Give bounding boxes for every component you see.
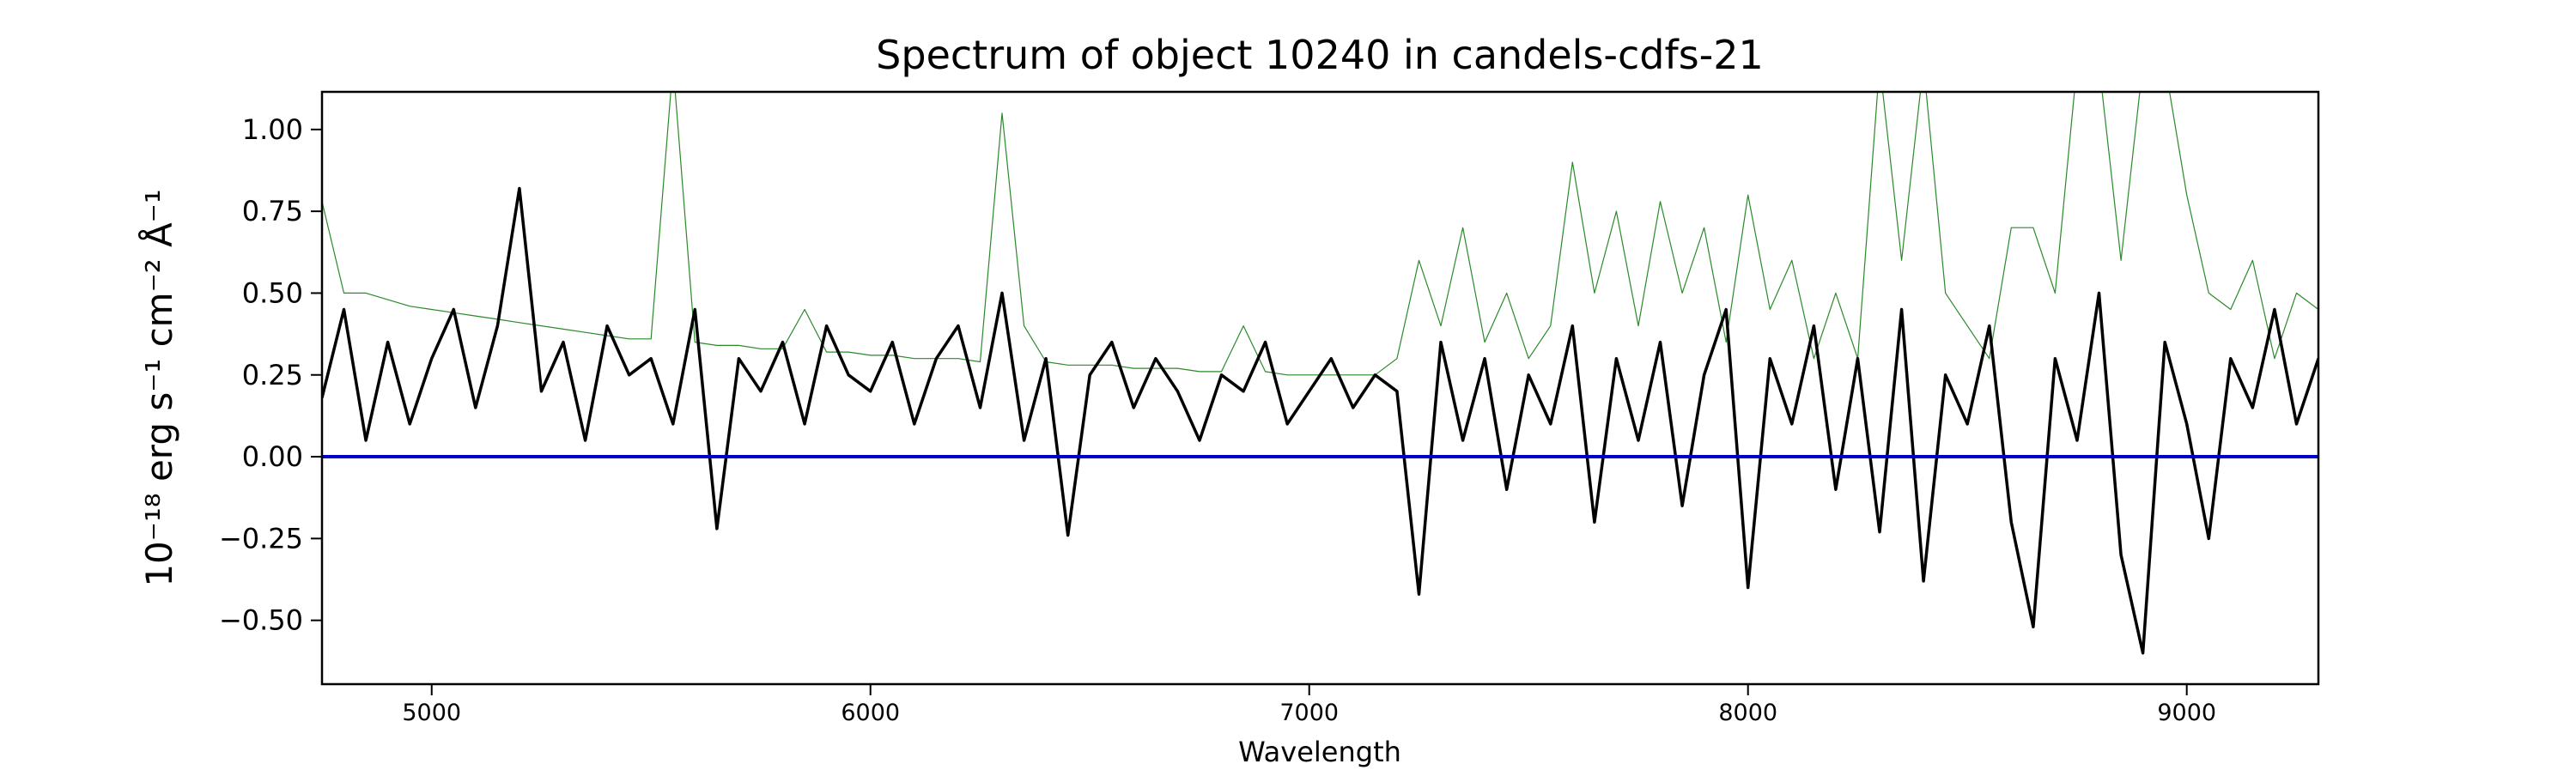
y-axis-label: 10⁻¹⁸ erg s⁻¹ cm⁻² Å⁻¹ [137, 189, 180, 586]
series-line [322, 186, 2318, 655]
x-tick-label: 8000 [1718, 700, 1777, 726]
plot-area [322, 92, 2318, 655]
x-axis-label: Wavelength [1238, 736, 1401, 768]
x-tick-label: 5000 [402, 700, 461, 726]
y-tick-label: 1.00 [242, 113, 303, 146]
x-tick-label: 7000 [1279, 700, 1339, 726]
chart-title: Spectrum of object 10240 in candels-cdfs… [876, 32, 1764, 78]
x-tick-label: 9000 [2157, 700, 2216, 726]
x-tick-label: 6000 [841, 700, 900, 726]
y-tick-label: −0.25 [219, 522, 303, 555]
y-tick-label: 0.50 [242, 276, 303, 309]
y-tick-label: 0.75 [242, 195, 303, 227]
y-tick-label: 0.25 [242, 359, 303, 391]
y-tick-label: −0.50 [219, 604, 303, 637]
y-tick-label: 0.00 [242, 440, 303, 473]
axes-frame [320, 90, 2320, 686]
